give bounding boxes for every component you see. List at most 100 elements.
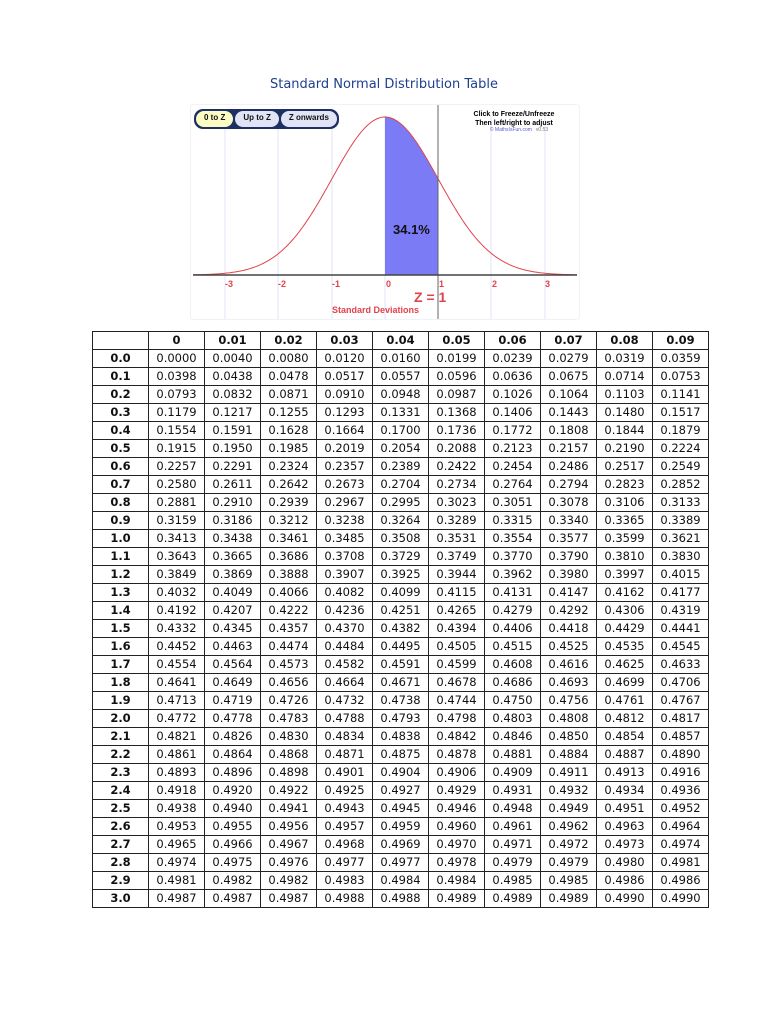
table-cell: 0.4783 [260,709,317,728]
table-cell: 0.3078 [540,493,597,512]
table-cell: 0.4693 [540,673,597,692]
row-header: 2.2 [92,745,149,764]
column-header: 0.03 [316,331,373,350]
table-cell: 0.4982 [260,871,317,890]
table-cell: 0.4961 [484,817,541,836]
table-row: 1.1 0.3643 0.3665 0.3686 0.3708 0.3729 0.3749 0… [92,547,709,566]
mode-tabs: 0 to Z Up to Z Z onwards [194,109,339,129]
table-cell: 0.4920 [204,781,261,800]
row-header: 1.6 [92,637,149,656]
table-cell: 0.4713 [148,691,205,710]
table-row: 2.1 0.4821 0.4826 0.4830 0.4834 0.4838 0.4842 0… [92,727,709,746]
table-cell: 0.4988 [316,889,373,908]
tab-z-onwards[interactable]: Z onwards [280,111,337,127]
table-cell: 0.4989 [540,889,597,908]
table-cell: 0.3264 [372,511,429,530]
table-cell: 0.2257 [148,457,205,476]
table-cell: 0.3830 [652,547,709,566]
x-tick: 1 [439,279,445,289]
normal-distribution-widget[interactable]: 0 to Z Up to Z Z onwards Click to Freeze… [190,104,580,320]
table-cell: 0.4778 [204,709,261,728]
table-cell: 0.0000 [148,349,205,368]
table-cell: 0.0359 [652,349,709,368]
tab-up-to-z[interactable]: Up to Z [235,111,279,127]
table-cell: 0.3729 [372,547,429,566]
table-cell: 0.4032 [148,583,205,602]
table-cell: 0.4929 [428,781,485,800]
x-tick: 0 [386,279,392,289]
table-row: 1.8 0.4641 0.4649 0.4656 0.4664 0.4671 0.4678 0… [92,673,709,692]
row-header: 0.1 [92,367,149,386]
row-header: 0.2 [92,385,149,404]
table-cell: 0.4842 [428,727,485,746]
table-row: 0.0 0.0000 0.0040 0.0080 0.0120 0.0160 0.0199 0… [92,349,709,368]
table-cell: 0.0948 [372,385,429,404]
table-cell: 0.4147 [540,583,597,602]
z-table: 0 0.01 0.02 0.03 0.04 0.05 0.06 0.07 0.08 0.09 0.… [92,331,709,908]
table-cell: 0.4938 [148,799,205,818]
row-header: 0.7 [92,475,149,494]
table-cell: 0.4850 [540,727,597,746]
table-cell: 0.4798 [428,709,485,728]
table-row: 0.4 0.1554 0.1591 0.1628 0.1664 0.1700 0.1736 0… [92,421,709,440]
table-cell: 0.4830 [260,727,317,746]
table-row: 2.2 0.4861 0.4864 0.4868 0.4871 0.4875 0.4878 0… [92,745,709,764]
table-cell: 0.4484 [316,637,373,656]
table-cell: 0.1141 [652,385,709,404]
row-header: 1.2 [92,565,149,584]
table-cell: 0.4292 [540,601,597,620]
table-cell: 0.4726 [260,691,317,710]
table-cell: 0.3888 [260,565,317,584]
table-cell: 0.4441 [652,619,709,638]
table-row: 1.3 0.4032 0.4049 0.4066 0.4082 0.4099 0.4115 0… [92,583,709,602]
table-cell: 0.4940 [204,799,261,818]
table-cell: 0.4949 [540,799,597,818]
row-header: 0.4 [92,421,149,440]
table-cell: 0.4788 [316,709,373,728]
column-header: 0.02 [260,331,317,350]
table-cell: 0.3531 [428,529,485,548]
table-cell: 0.2324 [260,457,317,476]
column-header: 0.04 [372,331,429,350]
table-cell: 0.4515 [484,637,541,656]
table-cell: 0.4732 [316,691,373,710]
table-cell: 0.4162 [596,583,653,602]
table-cell: 0.4357 [260,619,317,638]
table-cell: 0.2852 [652,475,709,494]
table-cell: 0.4452 [148,637,205,656]
table-cell: 0.2357 [316,457,373,476]
table-cell: 0.1026 [484,385,541,404]
table-cell: 0.4931 [484,781,541,800]
table-cell: 0.4099 [372,583,429,602]
table-cell: 0.4896 [204,763,261,782]
table-cell: 0.3643 [148,547,205,566]
table-cell: 0.4177 [652,583,709,602]
table-cell: 0.0557 [372,367,429,386]
table-row: 1.2 0.3849 0.3869 0.3888 0.3907 0.3925 0.3944 0… [92,565,709,584]
table-cell: 0.4959 [372,817,429,836]
table-cell: 0.2224 [652,439,709,458]
table-cell: 0.4625 [596,655,653,674]
table-row: 1.9 0.4713 0.4719 0.4726 0.4732 0.4738 0.4744 0… [92,691,709,710]
row-header: 1.0 [92,529,149,548]
table-cell: 0.4495 [372,637,429,656]
table-body: 0.0 0.0000 0.0040 0.0080 0.0120 0.0160 0.0199 0… [92,349,709,908]
table-cell: 0.0675 [540,367,597,386]
table-row: 2.6 0.4953 0.4955 0.4956 0.4957 0.4959 0.4960 0… [92,817,709,836]
table-cell: 0.4974 [652,835,709,854]
tab-0-to-z[interactable]: 0 to Z [196,111,234,127]
table-cell: 0.4633 [652,655,709,674]
table-cell: 0.4678 [428,673,485,692]
table-cell: 0.2088 [428,439,485,458]
table-cell: 0.3508 [372,529,429,548]
normal-curve-plot[interactable] [191,105,579,319]
table-cell: 0.0478 [260,367,317,386]
table-cell: 0.4846 [484,727,541,746]
table-cell: 0.4864 [204,745,261,764]
row-header: 2.1 [92,727,149,746]
table-cell: 0.4909 [484,763,541,782]
table-cell: 0.3962 [484,565,541,584]
x-tick: -3 [225,279,234,289]
column-header: 0.06 [484,331,541,350]
table-cell: 0.4925 [316,781,373,800]
